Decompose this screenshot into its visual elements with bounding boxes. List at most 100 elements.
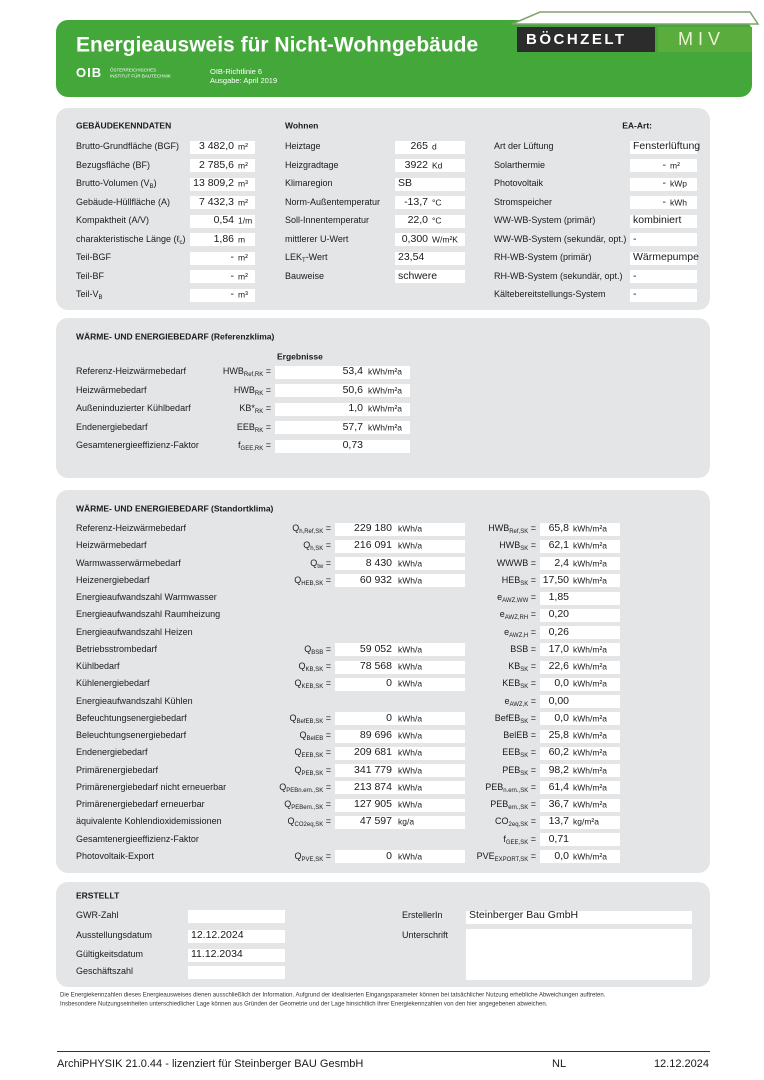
oib-name: ÖSTERREICHISCHES: [110, 67, 157, 73]
row-symbol: PEBn.ern.,SK =: [485, 782, 536, 794]
value-field: [540, 608, 620, 622]
footer-date: 12.12.2024: [653, 1057, 709, 1070]
subscript: c: [179, 239, 183, 246]
text-part: =: [528, 592, 536, 603]
row-unit: kWh/a: [398, 730, 423, 741]
row-unit: kWh/m²a: [573, 713, 607, 724]
row-symbol: QPEBn.ern.,SK =: [279, 781, 331, 794]
subscript: EXPORT,SK: [494, 856, 529, 863]
field-label: Heizgradtage: [285, 159, 339, 170]
text-part: =: [528, 574, 536, 585]
text-part: HWB: [488, 523, 510, 534]
text-part: ): [153, 178, 157, 189]
text-part: e: [497, 592, 503, 603]
row-symbol: QKEB,SK =: [295, 678, 331, 691]
row-unit: kWh/m²a: [573, 661, 607, 672]
field-label: Bezugsfläche (BF): [76, 159, 151, 170]
row-value: 50,6: [342, 383, 363, 396]
value-field: [540, 815, 620, 829]
row-symbol: QCO2eq,SK =: [288, 817, 331, 829]
field-value: -: [633, 232, 637, 245]
row-value: 62,1: [548, 539, 569, 552]
row-unit: kWh/a: [398, 661, 423, 672]
value-field: [540, 781, 620, 795]
text-part: =: [263, 384, 271, 395]
value-field: [335, 850, 465, 864]
row-symbol: eAWZ,K =: [504, 696, 536, 708]
subscript: AWZ,WW: [502, 598, 529, 605]
field-label: Klimaregion: [285, 178, 333, 189]
row-value: 209 681: [354, 746, 392, 759]
row-value: 0,0: [554, 850, 569, 863]
row-symbol: QPVE,SK =: [294, 850, 331, 863]
subscript: GEE,RK: [240, 446, 264, 453]
field-unit: d: [432, 141, 437, 152]
value-field: [335, 729, 465, 743]
row-unit: kWh/a: [398, 713, 423, 724]
text-part: PEB: [502, 764, 521, 775]
value-field: [335, 712, 465, 726]
subscript: SK: [520, 546, 529, 553]
value-field: [190, 288, 255, 302]
row-value: 1,0: [348, 402, 363, 415]
row-label: Betriebsstrombedarf: [76, 643, 158, 654]
row-value: 78 568: [359, 660, 392, 673]
value-field: [630, 288, 697, 302]
row-label: Referenz-Heizwärmebedarf: [76, 523, 187, 534]
value-field: [395, 251, 465, 265]
text-part: =: [528, 626, 536, 637]
value-field: [395, 159, 465, 172]
value-field: [395, 196, 465, 209]
text-part: KB: [508, 661, 521, 672]
row-symbol: KBSK =: [508, 661, 536, 673]
text-part: =: [323, 850, 331, 861]
row-value: 60 932: [359, 573, 392, 586]
field-label: ErstellerIn: [402, 910, 443, 921]
section-heading: WÄRME- UND ENERGIEBEDARF (Standortklima): [76, 503, 274, 514]
value-field: [395, 233, 465, 246]
text-part: Q: [279, 781, 287, 792]
row-unit: kWh/a: [398, 764, 423, 775]
footer-code: NL: [552, 1057, 567, 1070]
text-part: KEB: [502, 678, 521, 689]
row-unit: kWh/a: [398, 523, 423, 534]
field-label: RH-WB-System (sekundär, opt.): [494, 270, 623, 281]
text-part: Q: [294, 850, 302, 861]
row-label: Primärenergiebedarf: [76, 764, 159, 775]
row-unit: kWh/a: [398, 557, 423, 568]
text-part: Q: [298, 661, 306, 672]
field-value: -13,7: [404, 195, 428, 208]
brand-name: MIV: [678, 29, 726, 50]
usage: Wohnen: [285, 120, 319, 131]
row-value: 25,8: [548, 729, 569, 742]
value-field: [335, 557, 465, 571]
field-value: Wärmepumpe: [633, 251, 699, 264]
text-part: =: [263, 403, 271, 414]
field-unit: 1/m: [238, 215, 253, 226]
row-unit: kWh/m²a: [573, 730, 607, 741]
value-field: [190, 270, 255, 283]
row-value: 213 874: [354, 781, 392, 794]
row-symbol: QEEB,SK =: [295, 747, 331, 759]
value-field: [190, 159, 255, 172]
text-part: =: [263, 366, 271, 377]
row-value: 1,85: [548, 591, 569, 604]
text-part: f: [503, 833, 506, 844]
text-part: KB*: [239, 403, 255, 414]
subscript: KEB,SK: [301, 684, 324, 691]
row-value: 216 091: [354, 539, 392, 552]
text-part: e: [499, 609, 505, 620]
text-part: ): [182, 233, 186, 244]
value-field: [630, 251, 697, 265]
footer-rule: [57, 1051, 710, 1052]
value-field: [188, 965, 285, 979]
row-label: äquivalente Kohlendioxidemissionen: [76, 816, 222, 827]
row-symbol: HWBRK =: [234, 384, 271, 397]
value-field: [275, 439, 410, 453]
field-unit: m²: [670, 159, 680, 170]
value-field: [190, 196, 255, 209]
row-label: Primärenergiebedarf nicht erneuerbar: [76, 781, 227, 792]
subscript: AWZ,K: [509, 701, 529, 708]
row-symbol: fGEE,RK =: [238, 440, 271, 453]
value-field: [540, 557, 620, 571]
